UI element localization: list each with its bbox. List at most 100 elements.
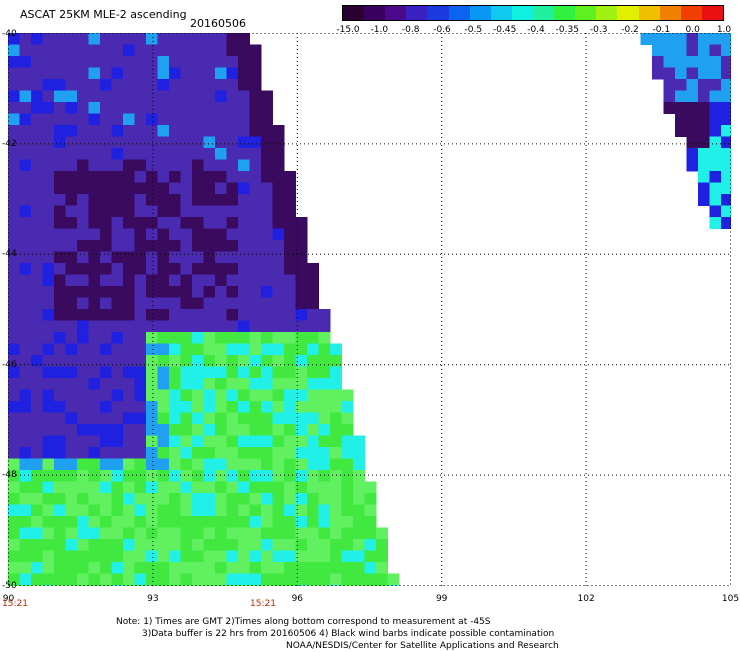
swath-cell <box>376 573 388 586</box>
swath-cell <box>272 550 285 563</box>
swath-cell <box>77 67 89 80</box>
swath-cell <box>134 527 147 540</box>
swath-cell <box>65 113 78 126</box>
swath-cell <box>65 217 78 229</box>
swath-cell <box>54 401 66 413</box>
swath-cell <box>8 67 20 80</box>
swath-cell <box>686 90 699 103</box>
swath-cell <box>19 435 32 448</box>
swath-cell <box>318 401 331 413</box>
swath-cell <box>169 332 181 344</box>
colorbar-label: -15.0 <box>336 25 360 35</box>
swath-cell <box>192 516 204 528</box>
swath-cell <box>88 171 101 183</box>
swath-cell <box>226 320 239 333</box>
swath-cell <box>249 56 262 68</box>
swath-cell <box>238 516 250 528</box>
swath-cell <box>686 125 699 137</box>
swath-cell <box>19 136 32 149</box>
swath-cell <box>146 527 158 540</box>
swath-cell <box>54 378 66 390</box>
swath-cell <box>215 171 227 183</box>
swath-cell <box>169 159 181 172</box>
swath-cell <box>157 56 170 68</box>
swath-cell <box>295 424 308 436</box>
swath-cell <box>249 286 262 298</box>
swath-cell <box>111 412 124 425</box>
swath-cell <box>203 274 216 287</box>
swath-cell <box>146 562 158 574</box>
swath-cell <box>65 343 78 356</box>
swath-cell <box>180 516 193 528</box>
swath-cell <box>146 366 158 379</box>
swath-cell <box>318 539 331 551</box>
swath-cell <box>226 228 239 241</box>
swath-cell <box>284 389 296 402</box>
swath-cell <box>8 412 20 425</box>
swath-cell <box>19 366 32 379</box>
swath-cell <box>31 159 43 172</box>
swath-cell <box>295 401 308 413</box>
swath-cell <box>19 447 32 459</box>
swath-cell <box>238 435 250 448</box>
swath-cell <box>31 56 43 68</box>
swath-cell <box>261 435 273 448</box>
swath-cell <box>111 550 124 563</box>
swath-cell <box>180 67 193 80</box>
swath-cell <box>226 401 239 413</box>
colorbar-label: -1.0 <box>370 25 389 35</box>
swath-cell <box>157 90 170 103</box>
swath-cell <box>65 251 78 264</box>
swath-cell <box>675 67 687 80</box>
swath-cell <box>54 90 66 103</box>
swath-cell <box>226 516 239 528</box>
swath-cell <box>8 79 20 91</box>
swath-cell <box>215 148 227 160</box>
swath-cell <box>284 424 296 436</box>
swath-cell <box>318 378 331 390</box>
swath-cell <box>54 366 66 379</box>
swath-cell <box>31 171 43 183</box>
swath-cell <box>157 424 170 436</box>
swath-cell <box>249 297 262 310</box>
swath-cell <box>111 44 124 57</box>
swath-cell <box>169 424 181 436</box>
swath-cell <box>31 412 43 425</box>
swath-cell <box>157 343 170 356</box>
swath-cell <box>100 90 112 103</box>
swath-cell <box>157 389 170 402</box>
swath-cell <box>146 504 158 517</box>
swath-cell <box>88 136 101 149</box>
swath-cell <box>19 194 32 206</box>
swath-cell <box>709 217 722 229</box>
swath-cell <box>157 125 170 137</box>
swath-cell <box>65 33 78 45</box>
swath-cell <box>65 240 78 252</box>
swath-cell <box>157 44 170 57</box>
swath-cell <box>272 412 285 425</box>
swath-cell <box>307 527 319 540</box>
swath-cell <box>157 573 170 586</box>
swath-cell <box>192 562 204 574</box>
swath-cell <box>226 458 239 471</box>
swath-cell <box>54 412 66 425</box>
swath-cell <box>192 263 204 275</box>
swath-cell <box>146 113 158 126</box>
swath-cell <box>180 44 193 57</box>
swath-cell <box>100 470 112 482</box>
swath-cell <box>238 44 250 57</box>
swath-cell <box>19 493 32 505</box>
swath-cell <box>192 33 204 45</box>
swath-cell <box>134 33 147 45</box>
x-tick-label: 99 <box>435 594 448 604</box>
swath-cell <box>54 343 66 356</box>
swath-cell <box>238 205 250 218</box>
swath-cell <box>272 194 285 206</box>
swath-cell <box>65 470 78 482</box>
swath-cell <box>203 148 216 160</box>
swath-cell <box>364 573 377 586</box>
swath-cell <box>123 527 135 540</box>
swath-cell <box>307 573 319 586</box>
time-label-mid: 15:21 <box>250 599 276 609</box>
swath-cell <box>249 355 262 367</box>
